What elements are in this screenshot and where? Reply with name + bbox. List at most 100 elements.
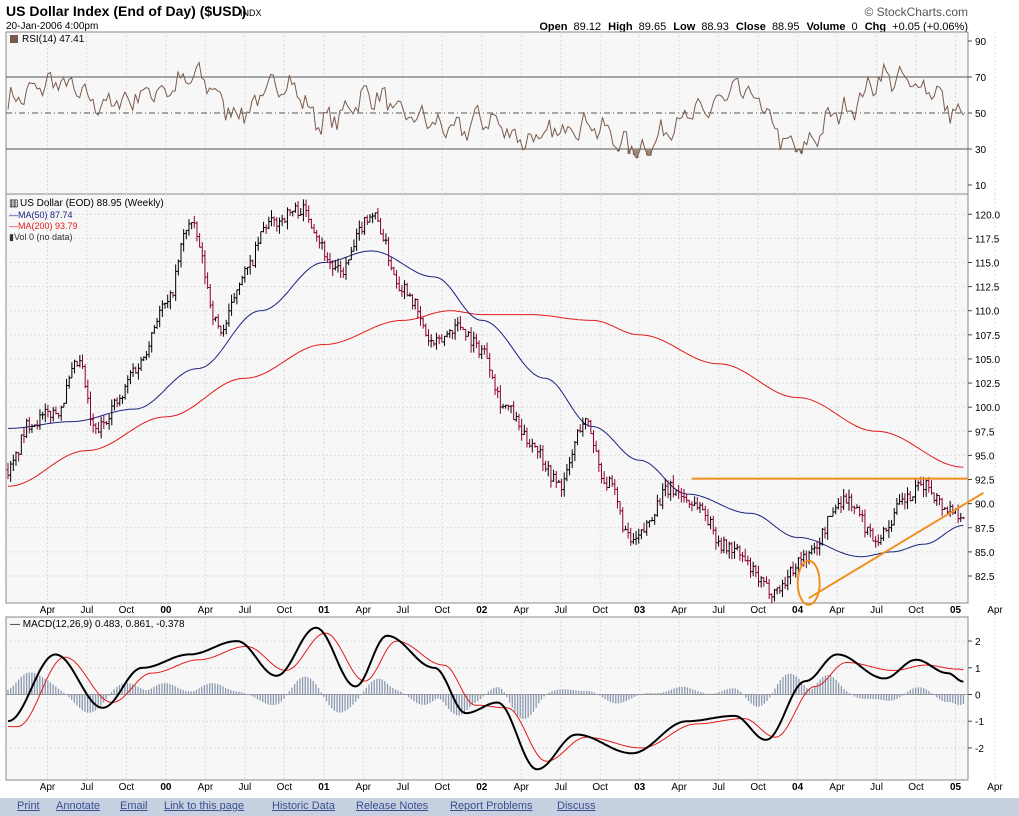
macd-tick-label: 2 (975, 637, 981, 648)
price-tick-label: 85.0 (975, 548, 995, 559)
price-x-label: Jul (396, 605, 409, 616)
footer-link-discuss[interactable]: Discuss (557, 800, 596, 812)
footer-link-release-notes[interactable]: Release Notes (356, 800, 429, 812)
price-x-label: 03 (634, 605, 646, 616)
price-tick-label: 112.5 (975, 283, 1000, 294)
macd-x-label: Jul (870, 782, 883, 793)
macd-x-label: Oct (592, 782, 608, 793)
macd-x-label: Jul (238, 782, 251, 793)
footer-bar: Print Annotate Email Link to this page H… (0, 798, 1019, 816)
axis-layer: 9070503010120.0117.5115.0112.5110.0107.5… (40, 37, 1004, 793)
rsi-legend: RSI(14) 47.41 (10, 34, 85, 45)
price-tick-label: 120.0 (975, 210, 1000, 221)
support-trendline (808, 491, 984, 600)
ma200-line (7, 310, 964, 487)
macd-x-label: Oct (908, 782, 924, 793)
footer-link-historic-data[interactable]: Historic Data (272, 800, 335, 812)
price-x-label: Oct (592, 605, 608, 616)
high-value: 89.65 (639, 21, 667, 33)
ma50-line (8, 250, 964, 558)
rsi-legend-text: RSI(14) 47.41 (22, 34, 85, 45)
change-label: Chg (865, 21, 886, 33)
price-x-label: Apr (356, 605, 372, 616)
rsi-tick-label: 70 (975, 73, 987, 84)
footer-link-link-to-page[interactable]: Link to this page (164, 800, 245, 812)
macd-legend-text: — MACD(12,26,9) 0.483, 0.861, -0.378 (10, 619, 185, 630)
price-tick-label: 105.0 (975, 355, 1000, 366)
macd-x-label: Jul (396, 782, 409, 793)
chart-date: 20-Jan-2006 4:00pm (6, 21, 98, 32)
price-tick-label: 107.5 (975, 331, 1000, 342)
macd-tick-label: 0 (975, 690, 981, 701)
volume-value: 0 (852, 21, 858, 33)
open-label: Open (539, 21, 567, 33)
price-x-label: 01 (318, 605, 330, 616)
brand-logo[interactable]: © StockCharts.com (864, 5, 968, 19)
price-legend-icon: ▥ (9, 198, 18, 209)
price-x-label: Jul (554, 605, 567, 616)
macd-line (7, 626, 964, 771)
price-x-label: Oct (908, 605, 924, 616)
bottom-highlight-ellipse (796, 559, 821, 606)
rsi-legend-swatch (10, 35, 18, 43)
price-x-label: Jul (712, 605, 725, 616)
high-label: High (608, 21, 633, 33)
price-x-label: Oct (435, 605, 451, 616)
open-value: 89.12 (574, 21, 602, 33)
low-value: 88.93 (701, 21, 729, 33)
volume-label: Volume (807, 21, 846, 33)
macd-x-label: Oct (435, 782, 451, 793)
footer-link-print[interactable]: Print (17, 800, 40, 812)
macd-x-label: Oct (750, 782, 766, 793)
macd-x-label: Apr (40, 782, 56, 793)
price-x-label: Oct (277, 605, 293, 616)
ma50-legend: —MA(50) 87.74 (9, 210, 73, 220)
price-x-label: Jul (81, 605, 94, 616)
change-value: +0.05 (+0.06%) (892, 21, 968, 33)
price-x-label: Jul (238, 605, 251, 616)
price-tick-label: 102.5 (975, 379, 1000, 390)
close-value: 88.95 (772, 21, 800, 33)
rsi-layer (7, 61, 964, 159)
price-panel (5, 193, 969, 604)
chart-title: US Dollar Index (End of Day) ($USD) (6, 3, 246, 19)
price-tick-label: 97.5 (975, 427, 995, 438)
rsi-tick-label: 50 (975, 109, 987, 120)
price-tick-label: 115.0 (975, 258, 1000, 269)
macd-x-label: Apr (829, 782, 845, 793)
price-tick-label: 82.5 (975, 572, 995, 583)
macd-x-label: 03 (634, 782, 646, 793)
price-tick-label: 92.5 (975, 476, 995, 487)
price-x-label: Apr (987, 605, 1003, 616)
close-label: Close (736, 21, 766, 33)
price-legend: ▥ US Dollar (EOD) 88.95 (Weekly) —MA(50)… (9, 198, 164, 242)
macd-x-label: 02 (476, 782, 488, 793)
macd-x-label: 04 (792, 782, 804, 793)
macd-x-label: Apr (513, 782, 529, 793)
footer-link-email[interactable]: Email (120, 800, 148, 812)
macd-x-label: Jul (81, 782, 94, 793)
exchange-label: INDX (240, 8, 262, 18)
macd-tick-label: -2 (975, 744, 984, 755)
macd-legend: — MACD(12,26,9) 0.483, 0.861, -0.378 (10, 619, 185, 630)
rsi-tick-label: 30 (975, 145, 987, 156)
price-x-label: Apr (40, 605, 56, 616)
macd-x-label: Jul (554, 782, 567, 793)
price-x-label: Apr (671, 605, 687, 616)
price-x-label: Oct (750, 605, 766, 616)
macd-x-label: Apr (987, 782, 1003, 793)
price-tick-label: 95.0 (975, 451, 995, 462)
footer-link-annotate[interactable]: Annotate (56, 800, 101, 812)
price-layer (6, 199, 984, 606)
price-bar (828, 515, 832, 517)
footer-link-report-problems[interactable]: Report Problems (450, 800, 533, 812)
low-label: Low (673, 21, 695, 33)
macd-x-label: 00 (160, 782, 172, 793)
macd-tick-label: -1 (975, 717, 984, 728)
chart-header: US Dollar Index (End of Day) ($USD) INDX… (6, 3, 968, 33)
macd-x-label: 05 (950, 782, 962, 793)
macd-x-label: Jul (712, 782, 725, 793)
price-x-label: Apr (198, 605, 214, 616)
price-legend-title: US Dollar (EOD) 88.95 (Weekly) (20, 198, 164, 209)
price-tick-label: 87.5 (975, 524, 995, 535)
